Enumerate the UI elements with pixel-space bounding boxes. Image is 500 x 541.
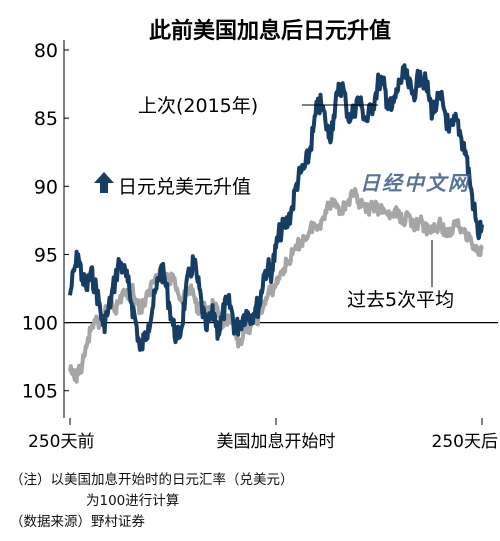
annotation-direction: 日元兑美元升值 <box>94 172 251 198</box>
annotation-series-average: 过去5次平均 <box>347 240 454 311</box>
y-tick-label: 105 <box>22 381 58 403</box>
note-line-1: （注）以美国加息开始时的日元汇率（兑美元） <box>10 472 294 488</box>
y-axis: 80 85 90 95 100 105 <box>22 40 69 403</box>
x-tick-label: 250天前 <box>28 432 94 452</box>
chart-notes: （注）以美国加息开始时的日元汇率（兑美元） 为100进行计算 （数据来源）野村证… <box>10 470 294 533</box>
x-axis: 250天前 美国加息开始时 250天后 <box>28 418 498 452</box>
annotation-series-2015: 上次(2015年) <box>138 95 378 117</box>
x-tick-label: 美国加息开始时 <box>217 432 336 452</box>
y-tick-label: 80 <box>34 40 58 62</box>
series-line-2015 <box>68 63 484 352</box>
chart-title: 此前美国加息后日元升值 <box>149 18 391 44</box>
watermark-logo: 日经中文网 <box>360 171 471 195</box>
y-tick-label: 100 <box>22 313 58 335</box>
series-line-average <box>68 187 484 384</box>
series-label-2015: 上次(2015年) <box>138 95 258 117</box>
note-line-2: 为100进行计算 <box>86 493 180 509</box>
annotation-direction-text: 日元兑美元升值 <box>118 176 251 198</box>
x-tick-label: 250天后 <box>432 432 498 452</box>
series-label-average: 过去5次平均 <box>347 289 454 311</box>
up-arrow-icon <box>94 172 114 193</box>
y-tick-label: 85 <box>34 108 58 130</box>
note-line-3: （数据来源）野村证券 <box>10 514 145 530</box>
y-tick-label: 90 <box>34 176 58 198</box>
y-tick-label: 95 <box>34 244 58 266</box>
